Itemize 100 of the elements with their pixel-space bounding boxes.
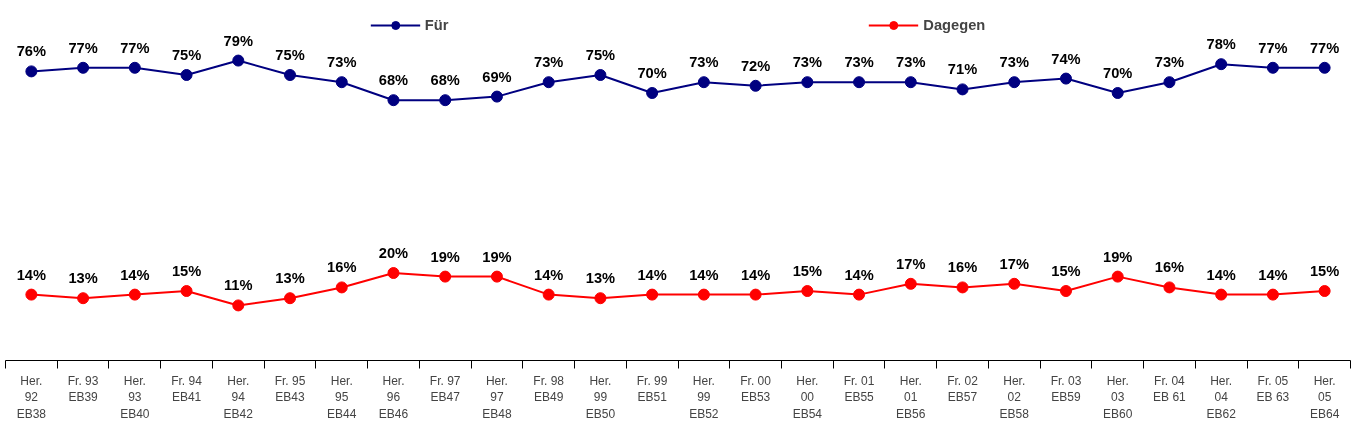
point	[284, 69, 297, 81]
data-label: 72%	[740, 57, 771, 74]
point	[490, 270, 503, 283]
point	[801, 76, 814, 89]
point	[387, 267, 400, 279]
data-label: 15%	[171, 263, 202, 280]
x-tick-label: Fr. 00 EB53	[740, 373, 772, 405]
point	[904, 76, 917, 89]
point	[1059, 72, 1072, 85]
data-label: 14%	[1206, 266, 1236, 283]
data-label: 14%	[740, 266, 771, 283]
point	[77, 61, 90, 74]
data-label: 68%	[378, 72, 409, 89]
point	[542, 76, 555, 89]
data-label: 14%	[1258, 266, 1288, 283]
x-tick-label: Fr. 03 EB59	[1050, 373, 1082, 405]
x-tick-label: Her. 03 EB60	[1103, 373, 1133, 422]
point	[25, 65, 38, 78]
point	[180, 69, 193, 81]
point	[284, 292, 297, 305]
legend-label: Für	[424, 17, 449, 33]
data-label: 14%	[120, 266, 150, 283]
data-label: 73%	[689, 54, 719, 71]
x-tick-label: Her. 95 EB44	[327, 373, 357, 422]
data-label: 11%	[224, 277, 253, 294]
x-tick-label: Her. 92 EB38	[16, 373, 47, 422]
point	[232, 299, 245, 312]
data-label: 75%	[275, 46, 305, 63]
point	[1163, 76, 1176, 89]
data-label: 73%	[792, 54, 822, 71]
data-label: 74%	[1051, 50, 1081, 67]
point	[232, 54, 245, 67]
x-tick-label: Fr. 98 EB49	[533, 373, 565, 405]
data-label: 20%	[378, 245, 409, 262]
data-label: 75%	[171, 46, 202, 63]
point	[1111, 270, 1124, 283]
legend-label: Dagegen	[923, 17, 986, 33]
data-label: 70%	[1103, 64, 1133, 81]
data-label: 14%	[844, 266, 874, 283]
data-label: 71%	[947, 61, 978, 78]
point	[904, 277, 917, 290]
data-label: 77%	[120, 39, 150, 56]
x-tick-label: Fr. 04 EB 61	[1153, 373, 1187, 405]
point	[1008, 76, 1021, 89]
point	[853, 76, 866, 89]
data-label: 14%	[534, 266, 564, 283]
data-label: 77%	[68, 39, 98, 56]
data-label: 13%	[585, 270, 616, 287]
x-tick-label: Her. 01 EB56	[896, 373, 926, 422]
point	[697, 288, 710, 301]
x-tick-label: Her. 05 EB64	[1309, 373, 1340, 422]
x-tick-label: Fr. 01 EB55	[843, 373, 875, 405]
point	[646, 288, 659, 301]
point	[335, 76, 348, 89]
data-label: 68%	[430, 72, 460, 89]
data-label: 75%	[585, 46, 616, 63]
point	[25, 288, 38, 301]
data-label: 17%	[896, 255, 926, 272]
data-label: 15%	[1309, 263, 1340, 280]
point	[594, 292, 607, 305]
data-label: 19%	[430, 248, 460, 265]
x-tick-label: Her. 00 EB54	[792, 373, 823, 422]
data-label: 14%	[689, 266, 719, 283]
data-label: 76%	[16, 43, 47, 60]
x-tick-label: Her. 97 EB48	[482, 373, 512, 422]
point	[490, 90, 503, 103]
point	[128, 61, 141, 74]
point	[594, 69, 607, 81]
point	[749, 288, 762, 301]
data-label: 19%	[482, 248, 512, 265]
point	[1318, 61, 1331, 74]
data-label: 14%	[637, 266, 667, 283]
point	[335, 281, 348, 294]
data-label: 69%	[482, 68, 512, 85]
point	[801, 285, 814, 297]
x-tick-label: Her. 94 EB42	[223, 373, 254, 422]
point	[1111, 87, 1124, 99]
point	[1215, 58, 1228, 71]
point	[956, 281, 969, 294]
x-tick-label: Her. 93 EB40	[120, 373, 150, 422]
data-label: 17%	[999, 255, 1029, 272]
data-label: 79%	[223, 32, 253, 49]
x-tick-label: Fr. 95 EB43	[274, 373, 306, 405]
data-label: 13%	[275, 270, 305, 287]
data-label: 73%	[896, 54, 926, 71]
data-label: 73%	[327, 54, 357, 71]
data-label: 73%	[1154, 54, 1185, 71]
point	[439, 94, 452, 107]
x-tick-label: Fr. 97 EB47	[429, 373, 461, 405]
point	[439, 270, 452, 283]
x-tick-label: Fr. 93 EB39	[67, 373, 99, 405]
data-label: 13%	[68, 270, 98, 287]
point	[749, 79, 762, 92]
data-label: 73%	[534, 54, 564, 71]
point	[1163, 281, 1176, 294]
data-label: 19%	[1103, 248, 1133, 265]
point	[1215, 288, 1228, 301]
data-label: 78%	[1206, 36, 1236, 53]
point	[128, 288, 141, 301]
point	[180, 285, 193, 297]
